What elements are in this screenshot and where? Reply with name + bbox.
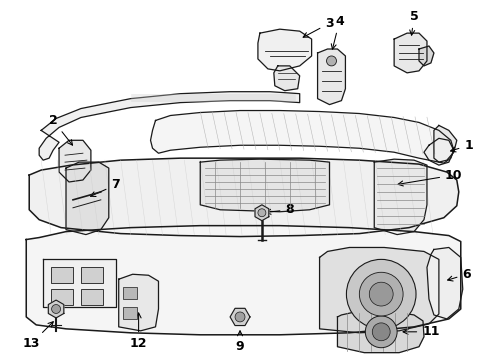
Polygon shape [423, 138, 453, 165]
Bar [81, 267, 102, 283]
Polygon shape [373, 159, 426, 235]
Polygon shape [230, 309, 249, 325]
Text: 10: 10 [397, 168, 462, 186]
Bar [122, 307, 136, 319]
Text: 8: 8 [265, 203, 293, 216]
Circle shape [359, 272, 402, 316]
Polygon shape [150, 111, 453, 163]
Circle shape [365, 316, 396, 348]
Circle shape [52, 305, 61, 314]
Polygon shape [317, 49, 345, 105]
Bar [81, 289, 102, 305]
Bar [51, 289, 73, 305]
Text: 13: 13 [22, 322, 53, 350]
Circle shape [371, 323, 389, 341]
Text: 6: 6 [447, 268, 470, 281]
Text: 3: 3 [303, 17, 333, 37]
Circle shape [346, 260, 415, 329]
Bar [122, 287, 136, 299]
Polygon shape [433, 125, 456, 162]
Polygon shape [43, 260, 116, 307]
Polygon shape [426, 247, 462, 319]
Polygon shape [254, 205, 268, 221]
Polygon shape [257, 29, 311, 71]
Text: 1: 1 [449, 139, 472, 152]
Polygon shape [319, 247, 438, 333]
Polygon shape [273, 66, 299, 91]
Polygon shape [66, 162, 108, 235]
Circle shape [326, 56, 336, 66]
Text: 2: 2 [49, 114, 72, 145]
Polygon shape [200, 159, 329, 212]
Text: 5: 5 [409, 10, 418, 35]
Polygon shape [39, 92, 299, 160]
Polygon shape [48, 300, 64, 318]
Text: 4: 4 [330, 15, 343, 49]
Circle shape [235, 312, 244, 322]
Circle shape [257, 209, 265, 217]
Polygon shape [119, 274, 158, 331]
Polygon shape [393, 33, 426, 73]
Text: 12: 12 [130, 313, 147, 350]
Polygon shape [337, 311, 423, 353]
Polygon shape [29, 158, 458, 237]
Text: 11: 11 [402, 325, 439, 338]
Polygon shape [59, 140, 91, 182]
Text: 7: 7 [90, 179, 120, 197]
Bar [51, 267, 73, 283]
Circle shape [368, 282, 392, 306]
Polygon shape [26, 226, 460, 335]
Polygon shape [418, 46, 433, 66]
Text: 9: 9 [235, 331, 244, 353]
